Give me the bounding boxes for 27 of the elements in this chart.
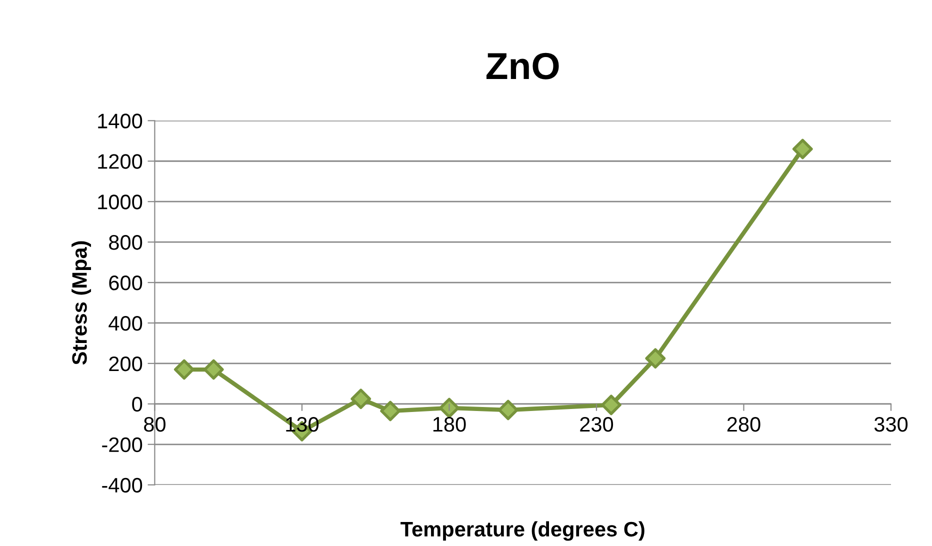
point [380,400,400,422]
y-tick-label: 600 [109,276,142,290]
x-tick-label: 280 [727,416,760,432]
x-tick-label: 330 [874,416,908,432]
y-tick-label: -400 [102,478,142,493]
point [350,388,372,410]
y-tick-label: 0 [132,396,142,412]
chart-title: ZnO [486,52,559,80]
y-tick-label: 200 [109,356,142,372]
y-tick-label: 1000 [98,194,142,210]
y-tick-label: 1200 [98,154,142,169]
point [601,394,622,416]
point [439,398,460,418]
point [792,138,813,160]
y-tick-label: 400 [108,316,142,331]
y-tick-label: 1400 [98,114,142,128]
x-tick-label: 80 [144,416,166,432]
point [174,359,194,380]
x-tick-label: 180 [433,416,466,432]
point [645,348,666,369]
x-tick-label: 230 [580,416,614,432]
point [203,359,224,380]
y-tick-label: 800 [109,235,142,250]
x-axis-title: Temperature (degrees C) [400,521,644,541]
y-tick-label: -200 [102,437,142,452]
y-axis-title: Stress (Mpa) [72,241,92,365]
point [498,400,518,420]
